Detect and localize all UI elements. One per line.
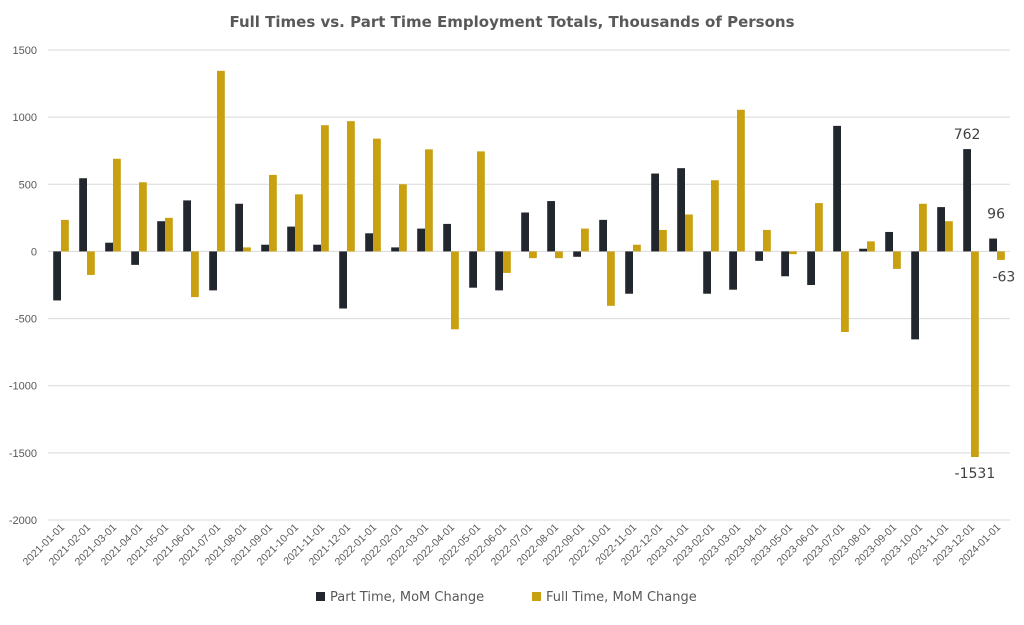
legend-swatch-part-time	[316, 592, 325, 601]
y-tick-label: -500	[15, 314, 37, 326]
part-time-bar-2022-01-01	[365, 233, 373, 252]
part-time-bar-2022-08-01	[547, 201, 555, 252]
full-time-bar-2023-06-01	[815, 203, 823, 252]
full-time-bar-2023-04-01	[763, 229, 771, 252]
chart-title: Full Times vs. Part Time Employment Tota…	[229, 13, 794, 31]
full-time-bar-2023-01-01	[685, 214, 693, 252]
full-time-bar-2021-08-01	[243, 247, 251, 252]
full-time-bar-2021-03-01	[113, 158, 121, 252]
full-time-bar-2022-09-01	[581, 228, 589, 252]
part-time-bar-2021-06-01	[183, 200, 191, 252]
part-time-bar-2022-10-01	[599, 219, 607, 252]
full-time-bar-2023-08-01	[867, 241, 875, 252]
part-time-bar-2021-10-01	[287, 226, 295, 252]
y-tick-label: -1000	[9, 381, 37, 393]
full-time-bar-2023-07-01	[841, 251, 849, 332]
part-time-bar-2023-07-01	[833, 125, 841, 252]
part-time-bar-2021-09-01	[261, 244, 269, 252]
full-time-bar-2021-02-01	[87, 251, 95, 275]
full-time-bar-2022-03-01	[425, 149, 433, 252]
full-time-bar-2022-02-01	[399, 184, 407, 252]
full-time-bar-2022-07-01	[529, 251, 537, 259]
full-time-bar-2022-06-01	[503, 251, 511, 273]
part-time-bar-2023-03-01	[729, 251, 737, 290]
full-time-bar-2022-12-01	[659, 229, 667, 252]
part-time-bar-2024-01-01	[989, 238, 997, 252]
part-time-bar-2023-12-01	[963, 149, 971, 252]
full-time-bar-2021-12-01	[347, 121, 355, 252]
full-time-bar-2024-01-01	[997, 251, 1005, 260]
full-time-bar-2021-06-01	[191, 251, 199, 298]
part-time-bar-2022-12-01	[651, 173, 659, 252]
part-time-bar-2022-03-01	[417, 228, 425, 252]
y-tick-label: -1500	[9, 448, 37, 460]
gridlines	[48, 49, 1010, 521]
data-label: -1531	[955, 466, 996, 482]
part-time-bar-2021-04-01	[131, 251, 139, 265]
full-time-bar-2022-08-01	[555, 251, 563, 259]
y-axis-ticks: 1500 1000 500 0 -500 -1000 -1500 -2000	[9, 45, 37, 527]
full-time-bar-2023-03-01	[737, 109, 745, 252]
legend: Part Time, MoM Change Full Time, MoM Chan…	[316, 590, 697, 605]
part-time-bar-2022-06-01	[495, 251, 503, 291]
full-time-bar-2022-01-01	[373, 138, 381, 252]
legend-swatch-full-time	[532, 592, 541, 601]
part-time-bar-2023-08-01	[859, 248, 867, 252]
data-labels: 762 96 -1531 -63	[954, 127, 1016, 482]
part-time-bar-2021-12-01	[339, 251, 347, 309]
y-tick-label: 500	[19, 179, 37, 191]
full-time-bar-2021-04-01	[139, 182, 147, 252]
y-tick-label: 0	[31, 246, 37, 258]
part-time-bar-2023-10-01	[911, 251, 919, 340]
full-time-bar-2021-09-01	[269, 174, 277, 252]
part-time-bar-2023-06-01	[807, 251, 815, 285]
part-time-bar-2023-09-01	[885, 231, 893, 252]
y-tick-label: -2000	[9, 515, 37, 527]
full-time-bar-2021-05-01	[165, 217, 173, 252]
part-time-bar-2021-03-01	[105, 242, 113, 252]
full-time-bar-2023-11-01	[945, 221, 953, 252]
data-label: 96	[987, 207, 1005, 223]
full-time-bar-2023-02-01	[711, 180, 719, 252]
full-time-bar-2023-12-01	[971, 251, 979, 458]
part-time-bar-2022-07-01	[521, 212, 529, 252]
part-time-bar-2023-11-01	[937, 207, 945, 252]
full-time-bar-2022-11-01	[633, 244, 641, 252]
part-time-bar-2021-07-01	[209, 251, 217, 291]
part-time-bar-2021-01-01	[53, 251, 61, 301]
legend-label-part-time: Part Time, MoM Change	[330, 590, 484, 605]
full-time-bar-2021-10-01	[295, 194, 303, 252]
full-time-bar-2023-10-01	[919, 203, 927, 252]
part-time-bar-2021-08-01	[235, 203, 243, 252]
x-axis-labels: 2021-01-012021-02-012021-03-012021-04-01…	[21, 522, 1004, 569]
part-time-bar-2022-02-01	[391, 247, 399, 252]
full-time-bar-2023-05-01	[789, 251, 797, 255]
y-tick-label: 1500	[13, 45, 37, 57]
part-time-bar-2021-02-01	[79, 178, 87, 252]
full-time-bar-2022-04-01	[451, 251, 459, 330]
part-time-bar-2023-01-01	[677, 168, 685, 252]
part-time-bar-2022-04-01	[443, 223, 451, 252]
part-time-bar-2023-05-01	[781, 251, 789, 277]
part-time-bar-2021-11-01	[313, 244, 321, 252]
part-time-bar-2022-05-01	[469, 251, 477, 288]
part-time-bar-2023-04-01	[755, 251, 763, 261]
data-label: 762	[954, 127, 981, 143]
full-time-bar-2021-07-01	[217, 70, 225, 252]
part-time-bar-2022-11-01	[625, 251, 633, 294]
bars	[53, 70, 1005, 458]
full-time-bar-2022-05-01	[477, 151, 485, 252]
full-time-bar-2021-01-01	[61, 219, 69, 252]
part-time-bar-2023-02-01	[703, 251, 711, 294]
legend-label-full-time: Full Time, MoM Change	[546, 590, 697, 605]
full-time-bar-2022-10-01	[607, 251, 615, 306]
part-time-bar-2022-09-01	[573, 251, 581, 257]
data-label: -63	[992, 269, 1015, 285]
full-time-bar-2023-09-01	[893, 251, 901, 269]
y-tick-label: 1000	[13, 112, 37, 124]
full-time-bar-2021-11-01	[321, 125, 329, 252]
part-time-bar-2021-05-01	[157, 221, 165, 252]
